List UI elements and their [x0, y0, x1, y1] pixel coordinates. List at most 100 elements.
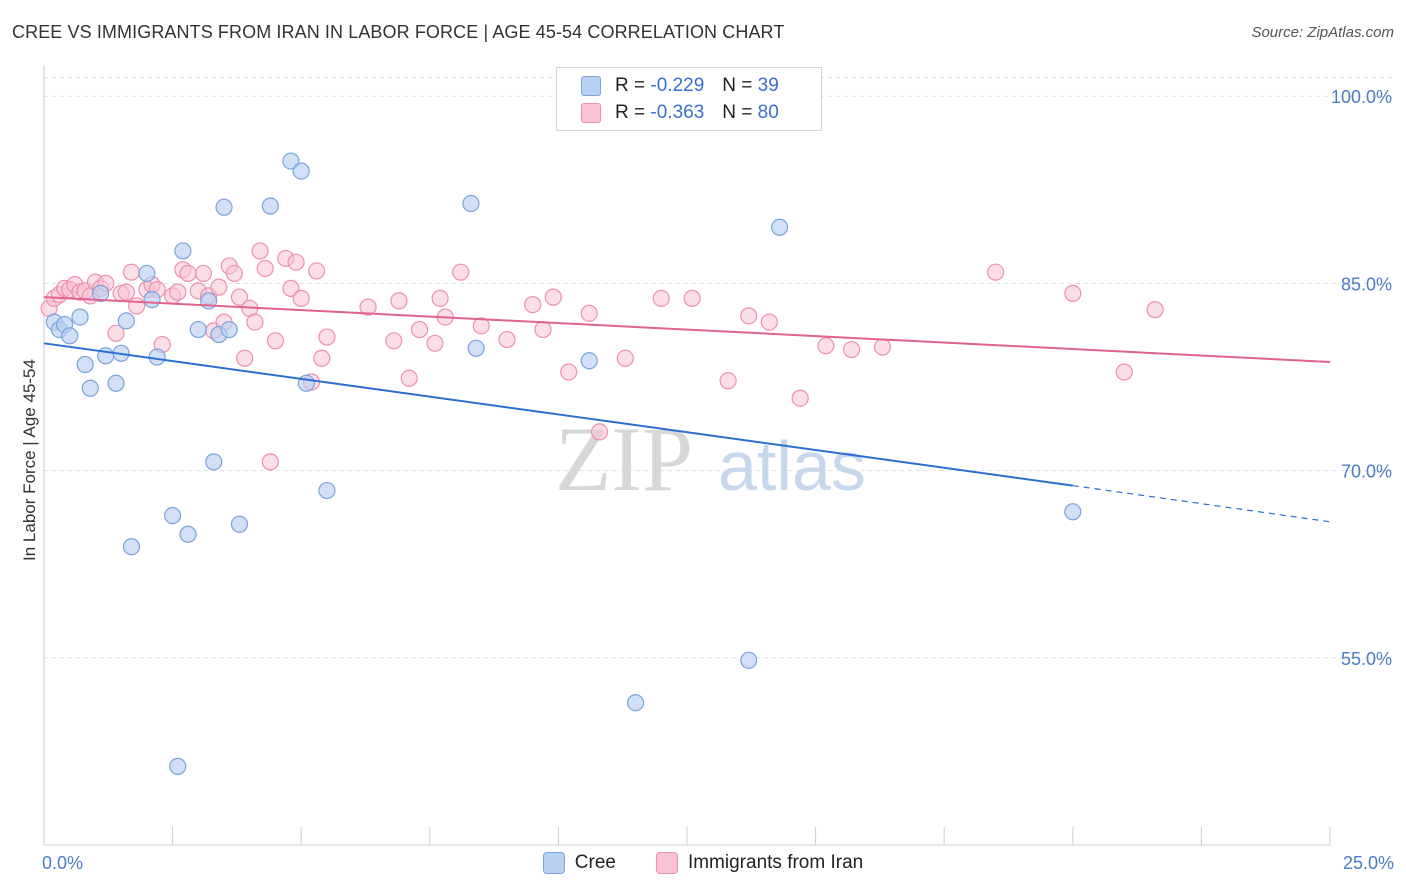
- data-point-iran: [400, 369, 418, 387]
- data-point-iran: [210, 278, 228, 296]
- data-point-cree: [117, 312, 135, 330]
- data-point-cree: [122, 538, 141, 556]
- data-point-iran: [225, 264, 243, 283]
- data-point-cree: [179, 525, 197, 543]
- data-point-cree: [297, 374, 315, 392]
- data-point-iran: [590, 423, 609, 441]
- data-point-iran: [534, 320, 552, 339]
- data-point-iran: [683, 289, 701, 307]
- data-point-iran: [760, 313, 778, 331]
- x-tick-label: 25.0%: [1343, 853, 1394, 873]
- legend-swatch-cree: [542, 852, 565, 874]
- data-point-iran: [318, 328, 336, 346]
- data-point-cree: [467, 339, 485, 357]
- data-point-iran: [560, 363, 578, 381]
- data-point-cree: [148, 348, 166, 366]
- data-point-iran: [359, 298, 377, 316]
- data-point-cree: [164, 506, 182, 525]
- grid-lines: [44, 76, 1395, 659]
- legend-swatch-iran: [655, 852, 678, 874]
- legend-n-label: N =: [722, 75, 753, 96]
- data-point-cree: [91, 284, 110, 302]
- legend-n-label: N =: [722, 102, 753, 123]
- legend-row-cree: R = -0.229 N = 39: [581, 73, 779, 99]
- legend-r-value: -0.229: [650, 75, 705, 96]
- series-legend-label: Immigrants from Iran: [687, 852, 864, 873]
- data-point-cree: [292, 162, 310, 180]
- data-point-iran: [616, 349, 634, 367]
- data-point-iran: [117, 283, 135, 301]
- legend-r-label: R =: [615, 102, 646, 123]
- data-point-cree: [1064, 503, 1082, 521]
- data-point-iran: [390, 292, 408, 310]
- series-legend-cree[interactable]: Cree: [542, 852, 616, 874]
- data-point-iran: [1115, 363, 1133, 381]
- data-point-iran: [987, 263, 1005, 281]
- x-tick-label: 0.0%: [42, 853, 83, 873]
- data-point-iran: [194, 264, 213, 283]
- data-point-cree: [81, 379, 99, 397]
- data-point-iran: [544, 288, 562, 306]
- data-point-iran: [169, 283, 187, 301]
- tick-labels: 55.0% 70.0% 85.0% 100.0% 0.0% 25.0%: [42, 87, 1394, 873]
- data-point-iran: [580, 304, 598, 322]
- series-legend-iran[interactable]: Immigrants from Iran: [655, 852, 864, 874]
- data-point-iran: [431, 289, 449, 307]
- legend-swatch-iran: [581, 103, 601, 123]
- legend-r-value: -0.363: [650, 102, 705, 123]
- data-point-cree: [220, 320, 238, 339]
- data-point-cree: [462, 194, 480, 213]
- data-point-iran: [426, 334, 444, 352]
- data-point-cree: [770, 218, 789, 236]
- watermark-zip: ZIP: [555, 408, 693, 510]
- data-point-cree: [143, 291, 161, 309]
- data-point-iran: [236, 349, 254, 367]
- axes: [43, 65, 1331, 846]
- data-point-iran: [817, 337, 835, 355]
- data-point-iran: [410, 320, 429, 339]
- data-point-cree: [189, 320, 207, 339]
- data-point-cree: [174, 242, 192, 260]
- data-point-cree: [282, 152, 300, 170]
- data-point-iran: [251, 242, 269, 260]
- data-point-iran: [266, 332, 285, 350]
- data-point-cree: [169, 757, 187, 775]
- series-legend: Cree Immigrants from Iran: [0, 852, 1406, 874]
- legend-row-iran: R = -0.363 N = 80: [581, 100, 779, 126]
- series-legend-label: Cree: [574, 852, 616, 873]
- data-point-iran: [313, 349, 331, 367]
- trend-line-cree-extension: [1072, 484, 1331, 523]
- data-point-iran: [122, 263, 141, 281]
- data-point-iran: [179, 264, 197, 283]
- data-point-iran: [719, 372, 737, 390]
- data-point-cree: [76, 355, 94, 374]
- data-point-cree: [138, 264, 156, 283]
- data-point-iran: [843, 340, 861, 359]
- data-point-iran: [308, 262, 326, 280]
- data-point-cree: [318, 481, 336, 500]
- data-point-iran: [246, 313, 264, 331]
- data-point-iran: [873, 338, 892, 356]
- chart-title: CREE VS IMMIGRANTS FROM IRAN IN LABOR FO…: [12, 22, 785, 42]
- y-tick-label: 100.0%: [1331, 87, 1392, 107]
- series-iran-points: [40, 242, 1164, 471]
- data-point-cree: [107, 374, 125, 392]
- data-point-cree: [740, 651, 758, 669]
- trend-lines: [43, 296, 1331, 523]
- data-point-iran: [292, 289, 310, 307]
- data-point-cree: [580, 352, 598, 370]
- trend-line-iran: [43, 296, 1331, 364]
- series-cree-points: [45, 152, 1082, 775]
- data-point-iran: [127, 297, 146, 315]
- data-point-iran: [287, 253, 305, 271]
- legend-n-value: 39: [757, 75, 779, 96]
- data-point-iran: [261, 453, 279, 471]
- data-point-iran: [1146, 301, 1164, 319]
- data-point-cree: [215, 198, 233, 216]
- data-point-cree: [261, 197, 279, 215]
- data-point-iran: [524, 296, 542, 314]
- y-tick-label: 85.0%: [1341, 274, 1392, 294]
- data-point-iran: [472, 317, 490, 335]
- correlation-legend: R = -0.229 N = 39 R = -0.363 N = 80: [556, 67, 822, 131]
